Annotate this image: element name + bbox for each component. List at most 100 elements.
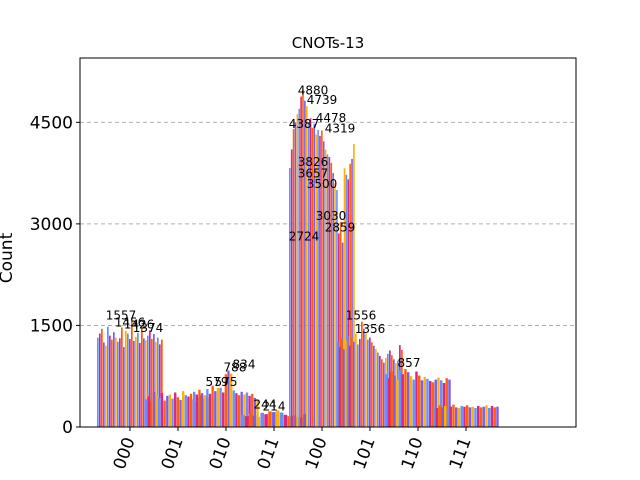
y-tick-label: 0: [62, 418, 73, 438]
bar: [227, 370, 230, 427]
bar: [336, 190, 338, 427]
bar: [229, 373, 233, 427]
bar: [418, 375, 421, 427]
y-tick-label: 1500: [30, 316, 73, 336]
bar: [143, 338, 145, 427]
y-tick-label: 4500: [30, 113, 73, 133]
bar: [349, 345, 351, 427]
bar: [159, 344, 161, 427]
bar: [353, 341, 355, 427]
bar: [446, 408, 450, 427]
bar: [441, 407, 444, 427]
bar: [426, 378, 429, 427]
bars-group: [97, 89, 499, 428]
data-label: 579: [206, 375, 229, 389]
bar: [442, 382, 446, 427]
data-label: 834: [233, 358, 256, 372]
bar: [292, 129, 295, 427]
bar: [160, 393, 164, 427]
data-label: 244: [254, 397, 277, 411]
bar: [341, 338, 343, 427]
bar: [195, 394, 198, 427]
bar: [268, 411, 272, 427]
bar: [455, 407, 458, 427]
bar: [317, 129, 319, 427]
bar: [338, 233, 340, 427]
bar: [206, 389, 209, 427]
bar: [429, 380, 432, 427]
bar: [347, 335, 349, 427]
bar: [149, 330, 151, 427]
bar: [361, 321, 363, 427]
bar: [260, 412, 264, 427]
bar: [283, 414, 288, 427]
chart-title: CNOTs-13: [292, 34, 365, 52]
y-axis-ticks: 0 1500 3000 4500: [30, 113, 80, 438]
bar: [339, 221, 342, 427]
bar: [222, 392, 225, 427]
bar: [244, 416, 249, 427]
bar: [151, 338, 153, 427]
bar: [232, 390, 235, 427]
data-label: 1557: [106, 309, 137, 323]
bar: [474, 408, 477, 427]
bar: [224, 374, 228, 427]
bar: [343, 349, 345, 427]
bar: [477, 406, 480, 427]
data-label: 1356: [355, 322, 386, 336]
bar: [445, 378, 448, 427]
bar: [139, 343, 141, 427]
data-label: 1374: [133, 321, 164, 335]
bar: [452, 404, 455, 427]
bar: [311, 127, 314, 428]
bar: [109, 335, 111, 427]
data-label: 4387: [289, 117, 320, 131]
bar: [404, 368, 407, 427]
bar: [208, 393, 212, 427]
bar: [375, 349, 377, 427]
bar: [272, 412, 276, 427]
bar: [275, 410, 280, 427]
bar: [377, 352, 379, 427]
bar: [437, 377, 440, 427]
bar: [166, 395, 169, 427]
bar: [355, 333, 357, 427]
bar: [214, 391, 217, 427]
bar: [332, 173, 334, 427]
bar: [315, 134, 317, 427]
bar: [243, 394, 246, 427]
bar: [168, 394, 172, 427]
bar: [97, 337, 99, 427]
bar: [127, 333, 129, 427]
bar: [193, 391, 196, 427]
bar: [264, 414, 268, 427]
bar: [412, 379, 415, 427]
y-axis-label: Count: [0, 232, 17, 283]
bar: [307, 122, 310, 427]
bar: [253, 397, 257, 427]
bar: [415, 371, 418, 427]
bar: [216, 388, 220, 427]
bar: [345, 174, 348, 427]
bar: [298, 108, 301, 427]
bar: [324, 149, 327, 428]
bar: [137, 332, 139, 427]
bar: [153, 333, 155, 427]
bar: [125, 330, 127, 427]
bar: [294, 122, 297, 427]
bar: [387, 378, 391, 427]
bar: [433, 406, 436, 427]
bar: [385, 374, 388, 427]
bar: [440, 380, 443, 427]
bar: [157, 337, 159, 427]
bar: [343, 168, 346, 428]
bar: [155, 341, 157, 427]
bar: [189, 393, 193, 427]
bar: [203, 395, 206, 427]
bar: [147, 335, 149, 427]
bar: [123, 347, 125, 427]
bar: [326, 154, 329, 427]
bar: [351, 158, 353, 427]
bar: [211, 385, 214, 427]
